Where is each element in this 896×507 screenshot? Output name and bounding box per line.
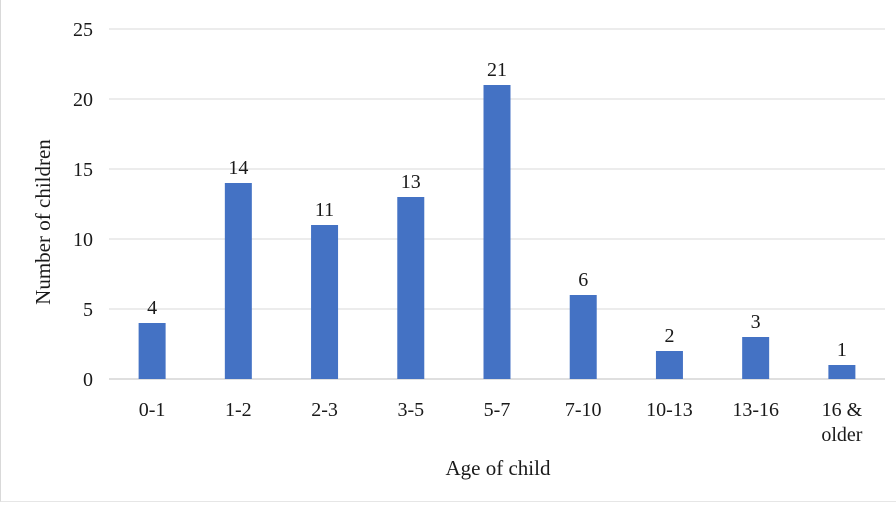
y-tick-label: 20 <box>73 89 93 111</box>
x-tick-label: older <box>821 424 862 446</box>
data-label: 13 <box>401 171 421 193</box>
x-tick-label: 5-7 <box>484 399 511 421</box>
x-axis-title: Age of child <box>446 456 551 480</box>
bar-7-10 <box>569 295 597 379</box>
bar-2-3 <box>311 225 339 379</box>
data-label: 11 <box>315 199 334 221</box>
data-label: 3 <box>751 311 761 333</box>
y-tick-label: 5 <box>83 299 93 321</box>
bar-5-7 <box>483 85 511 379</box>
y-tick-label: 10 <box>73 229 93 251</box>
data-labels: 4 14 11 13 21 6 2 3 1 <box>147 59 847 361</box>
bar-1-2 <box>224 183 252 379</box>
y-axis-ticks: 0 5 10 15 20 25 <box>73 19 93 391</box>
bar-16-older <box>828 365 856 379</box>
data-label: 6 <box>578 269 588 291</box>
data-label: 1 <box>837 339 847 361</box>
data-label: 14 <box>228 157 248 179</box>
data-label: 21 <box>487 59 507 81</box>
x-tick-label: 1-2 <box>225 399 252 421</box>
x-tick-label: 0-1 <box>139 399 166 421</box>
x-tick-label: 13-16 <box>732 399 779 421</box>
x-tick-label: 7-10 <box>565 399 602 421</box>
bar-3-5 <box>397 197 425 379</box>
x-axis-ticks: 0-1 1-2 2-3 3-5 5-7 7-10 10-13 13-16 16 & older <box>139 399 863 446</box>
x-tick-label: 2-3 <box>311 399 338 421</box>
y-tick-label: 15 <box>73 159 93 181</box>
data-label: 2 <box>664 325 674 347</box>
y-tick-label: 0 <box>83 369 93 391</box>
bars <box>138 85 856 379</box>
y-axis-title: Number of children <box>31 139 55 305</box>
data-label: 4 <box>147 297 157 319</box>
x-tick-label: 3-5 <box>397 399 424 421</box>
bar-10-13 <box>655 351 683 379</box>
x-tick-label: 10-13 <box>646 399 693 421</box>
bar-13-16 <box>742 337 770 379</box>
x-tick-label: 16 & <box>822 399 863 421</box>
y-tick-label: 25 <box>73 19 93 41</box>
bar-0-1 <box>138 323 166 379</box>
